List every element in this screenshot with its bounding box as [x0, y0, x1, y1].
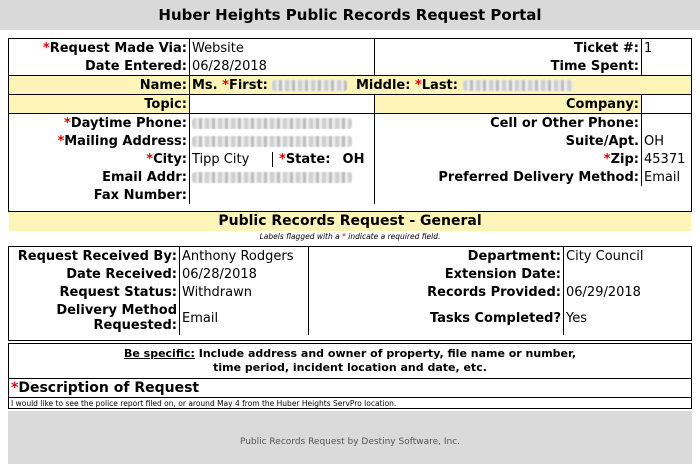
- request-made-via-field[interactable]: Website: [189, 39, 375, 57]
- footer-credit: Public Records Request by Destiny Softwa…: [239, 437, 461, 447]
- city-state-cell: Tipp City *State: OH: [189, 150, 375, 168]
- ticket-label: Ticket #:: [574, 40, 639, 56]
- name-label: Name:: [139, 77, 187, 93]
- first-name-label: First:: [228, 77, 268, 93]
- fax-field[interactable]: [189, 186, 375, 204]
- date-entered-field[interactable]: 06/28/2018: [189, 57, 375, 76]
- company-field[interactable]: [641, 94, 691, 114]
- tasks-completed-field[interactable]: Yes: [563, 301, 691, 335]
- tasks-completed-label: Tasks Completed?: [429, 310, 561, 326]
- date-entered-label: Date Entered:: [84, 58, 187, 74]
- cell-phone-label: Cell or Other Phone:: [490, 115, 639, 131]
- fax-label: Fax Number:: [93, 187, 187, 203]
- email-label: Email Addr:: [102, 169, 187, 185]
- city-field[interactable]: Tipp City: [190, 151, 273, 167]
- topic-label: Topic:: [144, 96, 187, 112]
- general-panel: Request Received By: Anthony Rodgers Dep…: [8, 246, 692, 341]
- extension-date-field[interactable]: [563, 265, 691, 283]
- records-provided-field[interactable]: 06/29/2018: [563, 283, 691, 301]
- request-status-field[interactable]: Withdrawn: [179, 283, 309, 301]
- delivery-method-label: Delivery Method Requested:: [56, 303, 177, 333]
- daytime-phone-field[interactable]: [189, 113, 375, 132]
- footer: Public Records Request by Destiny Softwa…: [8, 411, 692, 464]
- delivery-method-field[interactable]: Email: [179, 301, 309, 335]
- zip-field[interactable]: 45371: [641, 150, 691, 168]
- received-by-label: Request Received By:: [17, 248, 177, 264]
- cell-phone-field[interactable]: [641, 113, 691, 132]
- time-spent-field[interactable]: [641, 57, 691, 76]
- required-note: Labels flagged with a * indicate a requi…: [9, 231, 691, 243]
- department-label: Department:: [467, 248, 561, 264]
- zip-label: Zip:: [610, 151, 639, 167]
- mailing-address-label: Mailing Address:: [64, 133, 187, 149]
- received-by-field[interactable]: Anthony Rodgers: [179, 247, 309, 265]
- requester-panel: *Request Made Via: Website Ticket #: 1 D…: [8, 38, 692, 243]
- daytime-phone-label: Daytime Phone:: [70, 115, 187, 131]
- preferred-delivery-field[interactable]: Email: [641, 168, 691, 186]
- extension-date-label: Extension Date:: [444, 266, 561, 282]
- city-label: City:: [153, 151, 187, 167]
- email-field[interactable]: [189, 168, 375, 186]
- suite-label: Suite/Apt.: [565, 133, 639, 149]
- be-specific-label: Be specific:: [123, 347, 195, 360]
- first-name-field[interactable]: [272, 79, 348, 91]
- salutation-field[interactable]: Ms.: [192, 77, 218, 93]
- name-row: Ms. *First: Middle: *Last:: [189, 75, 691, 95]
- instructions: Be specific: Include address and owner o…: [123, 347, 576, 374]
- date-received-label: Date Received:: [66, 266, 177, 282]
- records-provided-label: Records Provided:: [427, 284, 561, 300]
- request-status-label: Request Status:: [59, 284, 177, 300]
- mailing-address-field[interactable]: [189, 132, 375, 150]
- general-section-heading: Public Records Request - General: [9, 211, 691, 232]
- description-panel: Be specific: Include address and owner o…: [8, 343, 692, 409]
- middle-name-label: Middle:: [355, 77, 411, 93]
- ticket-field[interactable]: 1: [641, 39, 691, 57]
- description-heading: *Description of Request: [9, 378, 691, 397]
- suite-field[interactable]: OH: [641, 132, 691, 150]
- department-field[interactable]: City Council: [563, 247, 691, 265]
- date-received-field[interactable]: 06/28/2018: [179, 265, 309, 283]
- last-name-label: Last:: [421, 77, 458, 93]
- state-label: State:: [285, 151, 331, 167]
- description-text[interactable]: I would like to see the police report fi…: [9, 397, 691, 409]
- company-label: Company:: [565, 96, 639, 112]
- last-name-field[interactable]: [462, 79, 573, 91]
- topic-field[interactable]: [189, 94, 375, 114]
- request-made-via-label: Request Made Via:: [49, 40, 187, 56]
- preferred-delivery-label: Preferred Delivery Method:: [438, 169, 639, 185]
- page-title: Huber Heights Public Records Request Por…: [0, 0, 700, 30]
- time-spent-label: Time Spent:: [550, 58, 639, 74]
- state-field[interactable]: OH: [342, 151, 365, 167]
